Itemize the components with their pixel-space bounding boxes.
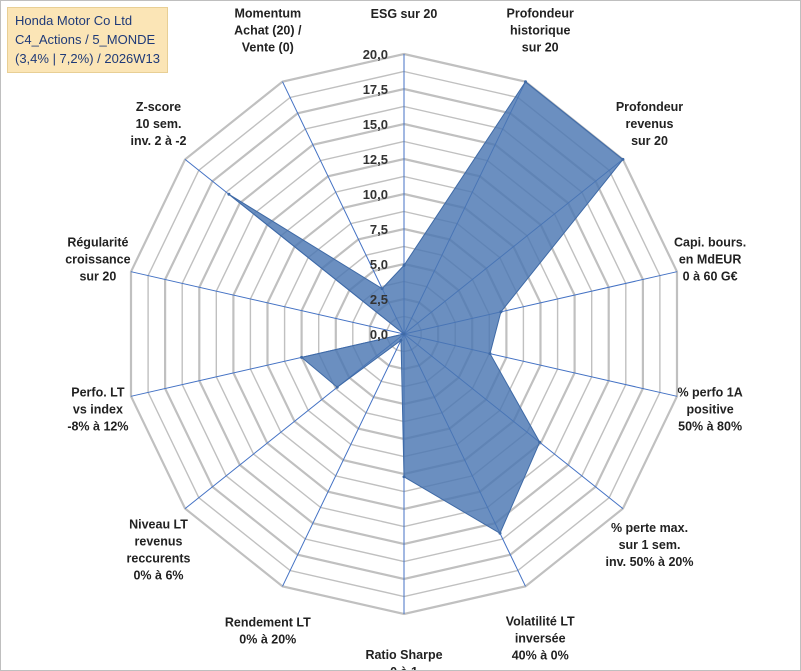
tick-label: 15,0	[363, 117, 388, 132]
axis-label: Régularité croissance sur 20	[65, 235, 130, 283]
axis-label: % perte max. sur 1 sem. inv. 50% à 20%	[605, 521, 693, 569]
data-point	[498, 531, 502, 535]
tick-label: 20,0	[363, 47, 388, 62]
axis-label: NoteESG sur 20	[371, 1, 438, 21]
data-point	[399, 338, 403, 342]
axis-label: Ratio Sharpe0 à 1	[365, 648, 442, 670]
axis-label: Rendement LT 0% à 20%	[225, 615, 311, 646]
data-point	[402, 332, 406, 336]
period-info: (3,4% | 7,2%) / 2026W13	[15, 51, 161, 66]
data-point	[402, 475, 406, 479]
data-point	[335, 385, 339, 389]
tick-layer: 0,0 2,5 5,0 7,5 10,0 12,5 15,0 17,5 20,0	[363, 47, 388, 342]
data-point	[380, 287, 384, 291]
axis-label: Niveau LT revenus reccurents 0% à 6%	[127, 518, 191, 583]
axis-label: Z-score 10 sem. inv. 2 à -2	[130, 100, 186, 148]
axis-label: Profondeur revenus sur 20	[616, 100, 683, 148]
axis-label: Perfo. LT vs index -8% à 12%	[67, 386, 128, 434]
axis-spoke	[282, 333, 405, 587]
data-point	[621, 157, 625, 161]
data-point	[538, 440, 542, 444]
data-point	[227, 192, 231, 196]
data-point	[300, 355, 304, 359]
tick-label: 0,0	[370, 327, 388, 342]
series-layer	[227, 80, 625, 535]
data-point	[499, 310, 503, 314]
tick-label: 12,5	[363, 152, 388, 167]
axis-label: Capi. bours. en MdEUR 0 à 60 G€	[674, 235, 746, 283]
portfolio-path: C4_Actions / 5_MONDE	[15, 32, 156, 47]
company-name: Honda Motor Co Ltd	[15, 13, 133, 28]
tick-label: 10,0	[363, 187, 388, 202]
axis-label: Volatilité LT inversée 40% à 0%	[506, 615, 575, 663]
tick-label: 7,5	[370, 222, 388, 237]
axis-label: % perfo 1A positive 50% à 80%	[677, 386, 742, 434]
data-point	[402, 263, 406, 267]
axis-label: Momentum Achat (20) / Vente (0)	[234, 6, 302, 54]
axis-label: Profondeur historique sur 20	[507, 6, 574, 54]
tick-label: 17,5	[363, 82, 388, 97]
tick-label: 2,5	[370, 292, 388, 307]
axis-spoke	[130, 271, 405, 335]
data-point	[488, 352, 492, 356]
data-point	[524, 80, 527, 84]
info-box: Honda Motor Co Ltd C4_Actions / 5_MONDE …	[7, 7, 169, 73]
tick-label: 5,0	[370, 257, 388, 272]
